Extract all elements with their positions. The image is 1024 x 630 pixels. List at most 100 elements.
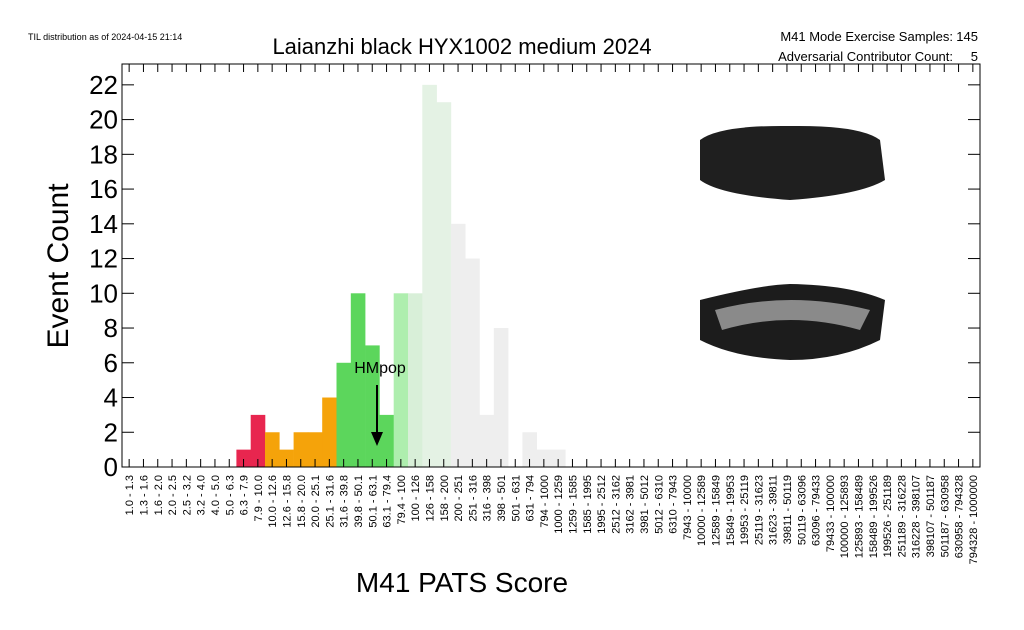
annotation-arrow (371, 385, 383, 446)
x-tick-label: 12589 - 15849 (710, 475, 722, 546)
stat-value: 145 (956, 29, 978, 44)
stat-label: Adversarial Contributor Count: (778, 49, 953, 64)
x-tick-label: 100 - 126 (410, 475, 422, 521)
y-axis-label: Event Count (42, 183, 75, 349)
x-tick-label: 794328 - 1000000 (968, 475, 980, 564)
axes: 0 2 4 6 8 10 12 14 16 18 20 22 1.0 - 1.3 1.3 - 1.6 1.6… (89, 63, 981, 564)
x-tick-label: 398 - 501 (496, 475, 508, 521)
x-tick-label: 1259 - 1585 (567, 475, 579, 534)
x-tick-label: 2512 - 3162 (610, 475, 622, 534)
x-tick-label: 501 - 631 (510, 475, 522, 521)
y-tick-label: 20 (89, 105, 118, 135)
bar (551, 449, 566, 467)
x-tick-label: 1995 - 2512 (596, 475, 608, 534)
x-tick-label: 1.0 - 1.3 (124, 475, 136, 515)
x-tick-label: 199526 - 251189 (882, 475, 894, 557)
x-tick-label: 31.6 - 39.8 (339, 475, 351, 528)
x-tick-label: 7943 - 10000 (682, 475, 694, 540)
x-tick-label: 158 - 200 (439, 475, 451, 521)
x-tick-label: 3.2 - 4.0 (196, 475, 208, 515)
bar (450, 223, 466, 467)
x-tick-label: 6310 - 7943 (668, 475, 680, 534)
x-tick-label: 12.6 - 15.8 (281, 475, 293, 528)
x-tick-label: 125893 - 158489 (853, 475, 865, 558)
y-tick-label: 8 (104, 313, 118, 343)
bar (265, 432, 280, 467)
y-tick-label: 18 (89, 139, 118, 169)
bar (307, 432, 323, 467)
x-tick-label: 19953 - 25119 (739, 475, 751, 545)
y-tick-label: 22 (89, 70, 118, 100)
x-tick-label: 25.1 - 31.6 (324, 475, 336, 528)
x-tick-label: 200 - 251 (453, 475, 465, 521)
x-tick-label: 126 - 158 (424, 475, 436, 521)
x-tick-label: 251189 - 316228 (896, 475, 908, 557)
x-tick-label: 25119 - 31623 (753, 475, 765, 545)
x-tick-label: 15849 - 19953 (725, 475, 737, 546)
x-tick-label: 100000 - 125893 (839, 475, 851, 558)
y-tick-label: 16 (89, 174, 118, 204)
x-tick-label: 79433 - 100000 (825, 475, 837, 552)
x-tick-label: 501187 - 630958 (939, 475, 951, 557)
y-tick-label: 4 (104, 383, 118, 413)
x-tick-label: 63096 - 79433 (811, 475, 823, 546)
x-tick-label: 630958 - 794328 (954, 475, 966, 558)
x-tick-label: 2.5 - 3.2 (181, 475, 193, 515)
x-tick-label: 398107 - 501187 (925, 475, 937, 557)
x-tick-label: 1000 - 1259 (553, 475, 565, 534)
chart-title: Laianzhi black HYX1002 medium 2024 (272, 34, 651, 59)
bar (279, 449, 294, 467)
annotation: HMpop (354, 360, 406, 377)
bars (236, 84, 566, 468)
x-tick-label: 5.0 - 6.3 (224, 475, 236, 515)
x-tick-label: 631 - 794 (525, 475, 537, 521)
bar (408, 293, 423, 467)
x-tick-label: 15.8 - 20.0 (296, 475, 308, 528)
x-tick-label: 1585 - 1995 (582, 475, 594, 534)
mask-image (700, 125, 885, 360)
bar (350, 293, 366, 467)
bar (336, 362, 352, 467)
x-tick-label: 10.0 - 12.6 (267, 475, 279, 528)
x-tick-label: 39.8 - 50.1 (353, 475, 365, 528)
bar (393, 293, 409, 467)
bar (322, 397, 337, 467)
bar (522, 432, 537, 467)
bar (250, 414, 266, 467)
bar (479, 414, 495, 467)
x-tick-label: 6.3 - 7.9 (239, 475, 251, 515)
y-tick-label: 14 (89, 209, 118, 239)
x-tick-label: 3981 - 5012 (639, 475, 651, 534)
timestamp: TIL distribution as of 2024-04-15 21:14 (28, 32, 182, 42)
x-tick-label: 2.0 - 2.5 (167, 475, 179, 515)
x-axis-label: M41 PATS Score (356, 567, 568, 598)
y-tick-label: 6 (104, 348, 118, 378)
bar (465, 258, 480, 467)
bar (236, 449, 251, 467)
x-tick-label: 794 - 1000 (539, 475, 551, 528)
x-tick-label: 63.1 - 79.4 (382, 475, 394, 528)
x-tick-label: 50.1 - 63.1 (367, 475, 379, 528)
plot-frame (121, 63, 981, 468)
x-tick-label: 50119 - 63096 (796, 475, 808, 545)
x-tick-label: 39811 - 50119 (782, 475, 794, 544)
bar (493, 328, 509, 467)
x-tick-label: 10000 - 12589 (696, 475, 708, 546)
bar (422, 84, 437, 468)
stat-label: M41 Mode Exercise Samples: (780, 29, 953, 44)
x-tick-label: 158489 - 199526 (868, 475, 880, 558)
x-tick-label: 1.3 - 1.6 (138, 475, 150, 515)
x-tick-label: 7.9 - 10.0 (253, 475, 265, 521)
bar (293, 432, 309, 467)
bar (436, 102, 452, 467)
x-tick-label: 316 - 398 (482, 475, 494, 521)
x-tick-label: 251 - 316 (467, 475, 479, 521)
x-tick-label: 79.4 - 100 (396, 475, 408, 525)
bar (536, 449, 552, 467)
bar (379, 414, 394, 467)
x-tick-label: 20.0 - 25.1 (310, 475, 322, 528)
y-tick-label: 2 (104, 417, 118, 447)
x-tick-label: 31623 - 39811 (768, 475, 780, 545)
x-tick-label: 4.0 - 5.0 (210, 475, 222, 515)
